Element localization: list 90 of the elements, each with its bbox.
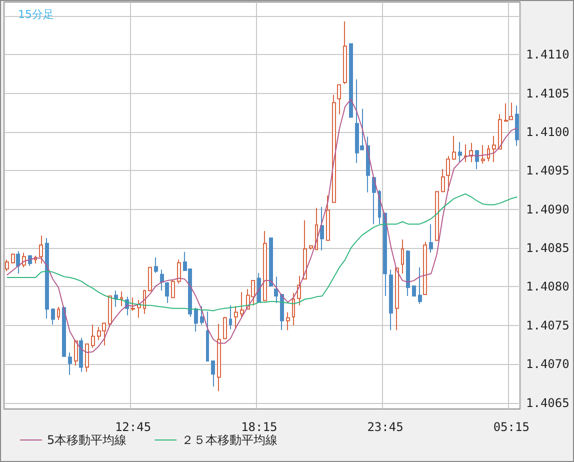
candlestick <box>332 94 336 203</box>
candlestick <box>492 135 496 163</box>
candlestick <box>51 308 55 326</box>
candlestick <box>263 230 267 302</box>
candlestick <box>39 235 43 264</box>
candlestick <box>515 105 519 146</box>
y-tick-label: 1.4080 <box>526 280 570 294</box>
candlestick <box>274 276 278 304</box>
candlestick <box>131 297 135 312</box>
legend-label: 5本移動平均線 <box>47 433 127 447</box>
candlestick <box>68 352 72 376</box>
candlestick <box>108 296 112 328</box>
candlestick <box>401 239 404 274</box>
y-tick-label: 1.4090 <box>526 202 570 216</box>
candlestick <box>372 177 376 225</box>
y-tick-label: 1.4095 <box>526 164 570 178</box>
candlestick <box>223 316 227 340</box>
candlestick <box>160 269 164 292</box>
candlestick <box>429 224 433 254</box>
candlestick <box>326 194 330 241</box>
candlestick <box>509 102 513 120</box>
candlestick <box>45 238 49 319</box>
candlestick <box>16 250 20 274</box>
candlestick <box>441 168 445 192</box>
candlestick <box>280 294 284 331</box>
candlestick <box>120 290 123 307</box>
candlestick <box>303 220 307 280</box>
candlestick <box>418 266 422 304</box>
candlestick <box>286 312 290 331</box>
candlestick <box>343 20 347 85</box>
x-tick-label: 23:45 <box>367 420 404 434</box>
candlestick <box>498 114 502 150</box>
y-tick-label: 1.4100 <box>526 124 570 139</box>
legend-label: ２５本移動平均線 <box>182 433 278 447</box>
x-tick-label: 12:45 <box>114 420 152 434</box>
line-series <box>6 193 518 312</box>
candlestick <box>257 272 261 303</box>
x-tick-label: 18:15 <box>241 420 278 434</box>
candlestick <box>395 268 399 331</box>
candlestick <box>240 292 244 318</box>
y-tick-label: 1.4075 <box>526 318 570 332</box>
y-tick-label: 1.4105 <box>526 86 570 100</box>
candlestick <box>114 290 118 308</box>
candlestick <box>320 206 324 251</box>
candlestick <box>154 256 158 274</box>
candlestick <box>349 43 353 118</box>
candlestick <box>464 144 467 163</box>
candlestick <box>91 324 95 348</box>
candlestick <box>79 337 83 372</box>
line-series <box>6 98 518 354</box>
candlestick <box>504 102 508 122</box>
candlestick <box>171 279 175 298</box>
y-tick-label: 1.4065 <box>526 396 570 410</box>
y-tick-label: 1.4085 <box>526 241 570 256</box>
candlestick <box>452 135 456 160</box>
candlestick <box>292 292 295 326</box>
candlestick <box>165 282 169 304</box>
candlestick <box>435 191 439 241</box>
candlestick <box>269 238 273 286</box>
x-tick-label: 05:15 <box>493 420 530 434</box>
candlestick <box>74 340 78 366</box>
candlestick <box>148 266 152 292</box>
candlestick <box>337 84 341 115</box>
candlestick <box>234 306 238 330</box>
candlestick <box>446 155 450 192</box>
candlestick <box>389 269 393 331</box>
text: 15分足 <box>18 8 54 21</box>
candlestick <box>469 142 473 163</box>
candlestick <box>11 252 15 264</box>
candlestick <box>423 241 427 295</box>
candlestick <box>177 259 181 284</box>
candlestick <box>137 299 141 318</box>
candlestick <box>85 344 89 372</box>
candlestick <box>481 144 485 164</box>
candlestick <box>229 304 232 330</box>
candlestick <box>200 306 204 326</box>
candlestick <box>57 306 60 321</box>
y-tick-label: 1.4110 <box>526 48 570 62</box>
candlestick <box>211 360 215 388</box>
candlestick <box>487 144 490 162</box>
candlestick <box>383 212 387 297</box>
candlestick <box>458 142 462 163</box>
candlestick <box>475 150 479 170</box>
candlestick <box>412 285 416 297</box>
candlestick <box>406 250 410 297</box>
y-tick-label: 1.4070 <box>526 357 570 372</box>
candlestick <box>217 323 221 392</box>
candlestick <box>194 307 198 332</box>
candlestick <box>206 311 209 362</box>
candlestick <box>309 245 313 250</box>
